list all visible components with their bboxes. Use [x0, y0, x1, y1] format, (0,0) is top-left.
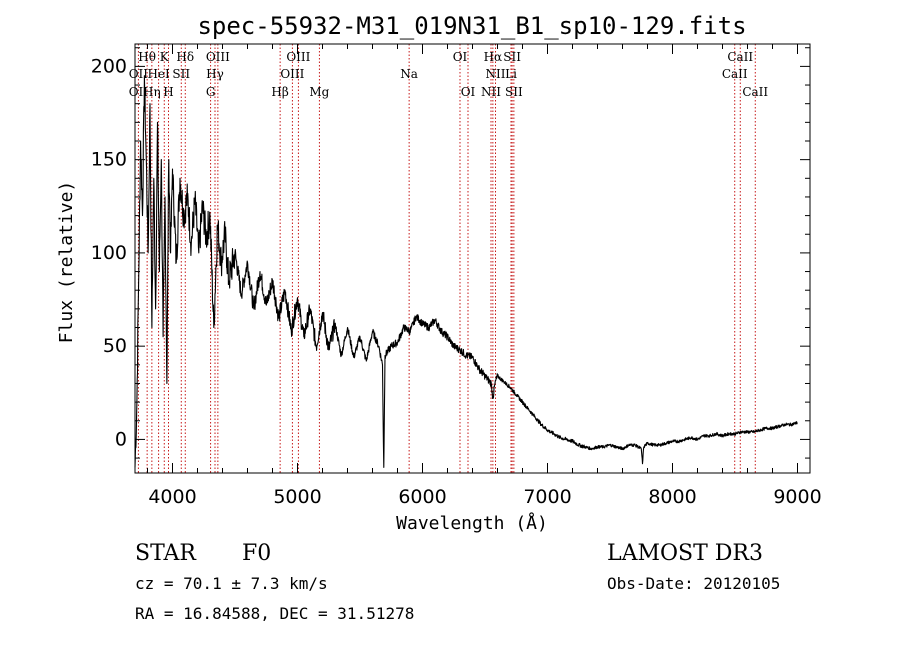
- spectrum-line: [134, 75, 798, 468]
- line-label: Hθ: [138, 50, 156, 64]
- ra-dec: RA = 16.84588, DEC = 31.51278: [135, 604, 414, 623]
- y-tick-label: 50: [103, 335, 127, 357]
- line-label: OII: [129, 85, 149, 99]
- line-label: OIII: [280, 67, 304, 81]
- line-label: Na: [400, 67, 418, 81]
- line-markers: [137, 44, 756, 473]
- line-label: SII: [503, 50, 521, 64]
- y-tick-label: 100: [91, 242, 127, 264]
- line-label: Hη: [143, 85, 161, 99]
- x-tick-label: 6000: [398, 486, 446, 508]
- object-class: STAR: [135, 541, 197, 566]
- y-tick-label: 200: [91, 55, 127, 77]
- x-tick-label: 9000: [773, 486, 821, 508]
- x-tick-label: 5000: [273, 486, 321, 508]
- line-label: CaII: [727, 50, 753, 64]
- line-label: SII: [505, 85, 523, 99]
- chart-title: spec-55932-M31_019N31_B1_sp10-129.fits: [197, 12, 746, 40]
- line-label: Li: [505, 67, 517, 81]
- line-label: NII: [481, 85, 501, 99]
- line-label: OII: [129, 67, 149, 81]
- line-label: Hδ: [176, 50, 194, 64]
- line-label: SII: [172, 67, 190, 81]
- redshift-cz: cz = 70.1 ± 7.3 km/s: [135, 574, 328, 593]
- x-tick-label: 8000: [648, 486, 696, 508]
- line-label: Mg: [309, 85, 329, 99]
- line-label: Hγ: [206, 67, 224, 81]
- survey-name: LAMOST DR3: [607, 541, 763, 566]
- y-tick-label: 150: [91, 149, 127, 171]
- line-label: NII: [486, 67, 506, 81]
- obs-date: Obs-Date: 20120105: [607, 574, 780, 593]
- line-label: OI: [461, 85, 476, 99]
- line-label: Hα: [484, 50, 503, 64]
- y-axis-ticks: 0 50 100 150 200: [91, 47, 810, 459]
- line-label: OIII: [206, 50, 230, 64]
- y-axis-label: Flux (relative): [56, 181, 77, 344]
- y-tick-label: 0: [115, 428, 127, 450]
- line-label: OIII: [286, 50, 310, 64]
- x-axis-label: Wavelength (Å): [396, 512, 548, 534]
- line-label: CaII: [742, 85, 768, 99]
- line-label: HeI: [147, 67, 170, 81]
- line-label: OI: [453, 50, 468, 64]
- line-label: K: [160, 50, 170, 64]
- x-tick-label: 7000: [523, 486, 571, 508]
- line-label: CaII: [722, 67, 748, 81]
- line-label: Hβ: [271, 85, 288, 99]
- line-label: H: [163, 85, 173, 99]
- object-subclass: F0: [242, 541, 271, 566]
- x-axis-ticks: 4000 5000 6000 7000 8000 9000: [147, 44, 822, 508]
- line-label: G: [206, 85, 216, 99]
- x-tick-label: 4000: [148, 486, 196, 508]
